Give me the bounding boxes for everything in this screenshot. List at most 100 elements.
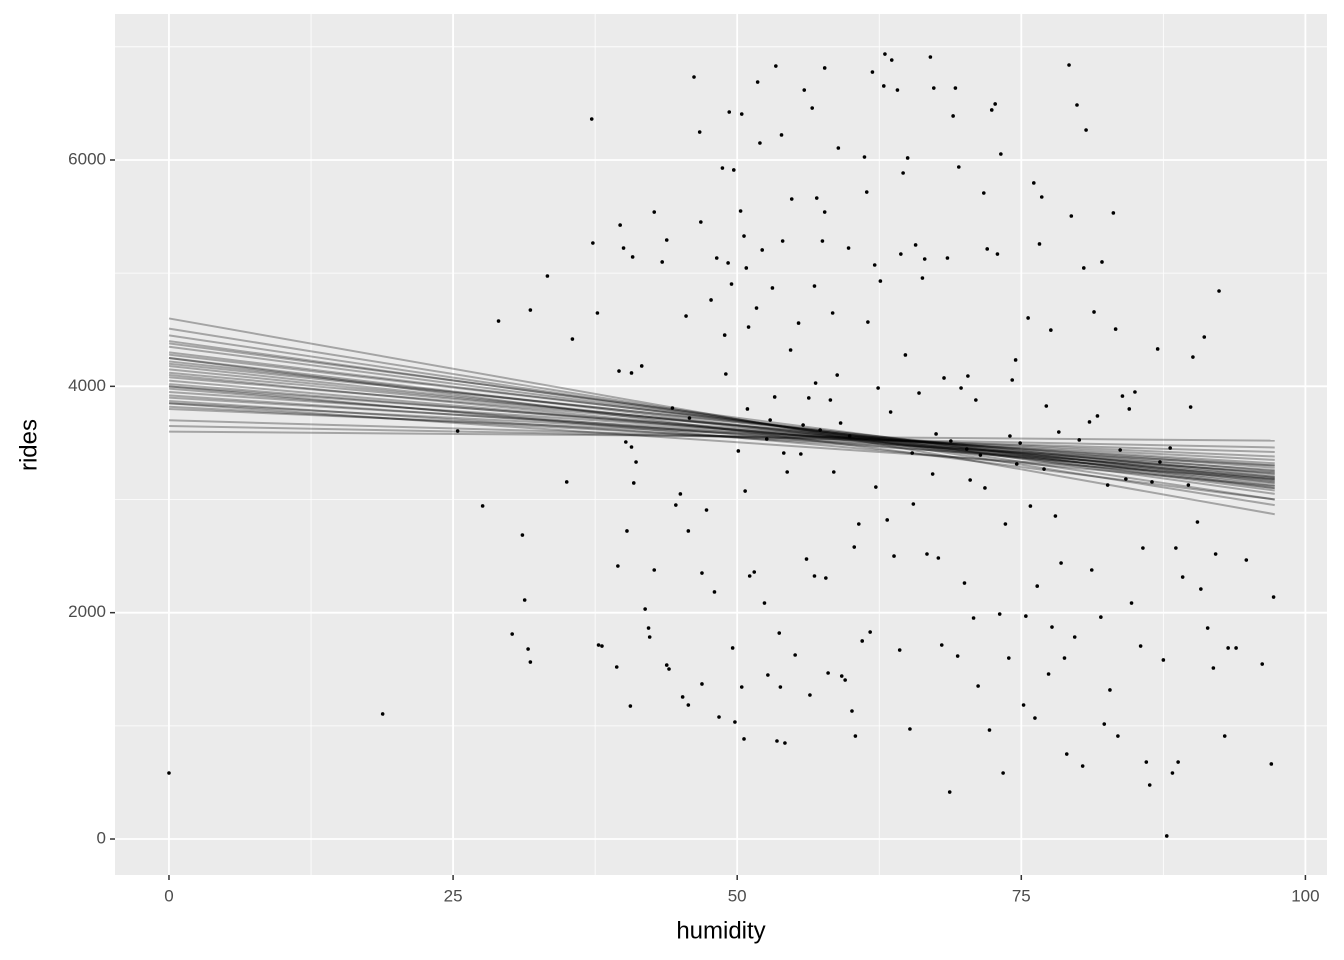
point [793, 653, 797, 657]
point [989, 108, 994, 112]
point [995, 252, 1000, 256]
point [704, 508, 709, 512]
point [1244, 558, 1249, 562]
point [1102, 722, 1107, 726]
fit-line [168, 424, 1275, 449]
fit-line [168, 390, 1275, 467]
point [812, 574, 817, 578]
point [1026, 316, 1030, 320]
point [897, 648, 902, 652]
y-axis-title: rides [15, 419, 42, 471]
point [985, 247, 990, 251]
point [801, 423, 805, 427]
point [780, 239, 785, 243]
point [878, 279, 883, 283]
point [1180, 575, 1185, 579]
fit-line [168, 407, 1275, 458]
point [455, 429, 460, 433]
point [870, 70, 875, 74]
point [1129, 601, 1134, 605]
point [966, 374, 970, 378]
point [868, 630, 872, 634]
point [722, 333, 727, 337]
point [913, 243, 918, 247]
point [591, 241, 595, 245]
point [824, 576, 828, 580]
point [789, 197, 794, 201]
point [770, 286, 775, 290]
point [1039, 195, 1044, 199]
point [730, 646, 735, 650]
point [1092, 310, 1096, 314]
point [528, 308, 533, 312]
point [1205, 626, 1210, 630]
point [600, 644, 604, 648]
point [818, 428, 822, 432]
point [962, 581, 967, 585]
point [774, 64, 778, 68]
point [617, 369, 621, 373]
point [899, 252, 903, 256]
x-tick-label: 0 [164, 886, 173, 905]
y-tick-label: 4000 [68, 376, 106, 395]
point [1003, 522, 1008, 526]
point [942, 376, 946, 380]
point [660, 260, 664, 264]
point [968, 478, 972, 482]
fit-line [168, 379, 1275, 478]
point [785, 470, 789, 474]
point [928, 55, 933, 59]
point [939, 643, 944, 647]
point [1150, 480, 1154, 484]
point [570, 337, 575, 341]
point [1032, 181, 1036, 185]
panel [115, 14, 1327, 875]
fit-lines [168, 317, 1275, 516]
x-axis-title: humidity [676, 917, 765, 944]
fit-line [168, 374, 1275, 483]
point [903, 353, 908, 357]
point [987, 728, 992, 732]
fit-line [168, 353, 1275, 484]
point [1191, 355, 1195, 359]
fit-line [168, 419, 1275, 453]
point [639, 364, 644, 368]
point [1144, 760, 1149, 764]
point [674, 503, 678, 507]
point [830, 311, 835, 315]
point [901, 171, 905, 175]
point [686, 529, 691, 533]
point [1049, 328, 1053, 332]
point [738, 209, 743, 213]
point [699, 220, 703, 224]
point [852, 545, 857, 549]
point [885, 518, 890, 522]
point [1127, 407, 1132, 411]
point [1234, 646, 1238, 650]
point [762, 601, 767, 605]
point [1035, 584, 1040, 588]
point [545, 274, 550, 278]
fit-line [168, 402, 1275, 481]
point [726, 261, 730, 265]
point [700, 571, 704, 575]
point [822, 210, 827, 214]
point [1195, 520, 1200, 524]
point [1008, 434, 1012, 438]
point [1124, 477, 1128, 481]
fit-line [168, 383, 1275, 475]
fit-line [168, 402, 1275, 461]
point [813, 381, 818, 385]
point [1170, 771, 1175, 775]
point [1046, 672, 1051, 676]
point [945, 256, 950, 260]
point [1072, 635, 1077, 639]
point [1050, 625, 1054, 629]
point [1158, 460, 1162, 464]
point [971, 616, 976, 620]
point [647, 635, 652, 639]
point [697, 130, 702, 134]
point [847, 434, 852, 438]
point [796, 321, 801, 325]
